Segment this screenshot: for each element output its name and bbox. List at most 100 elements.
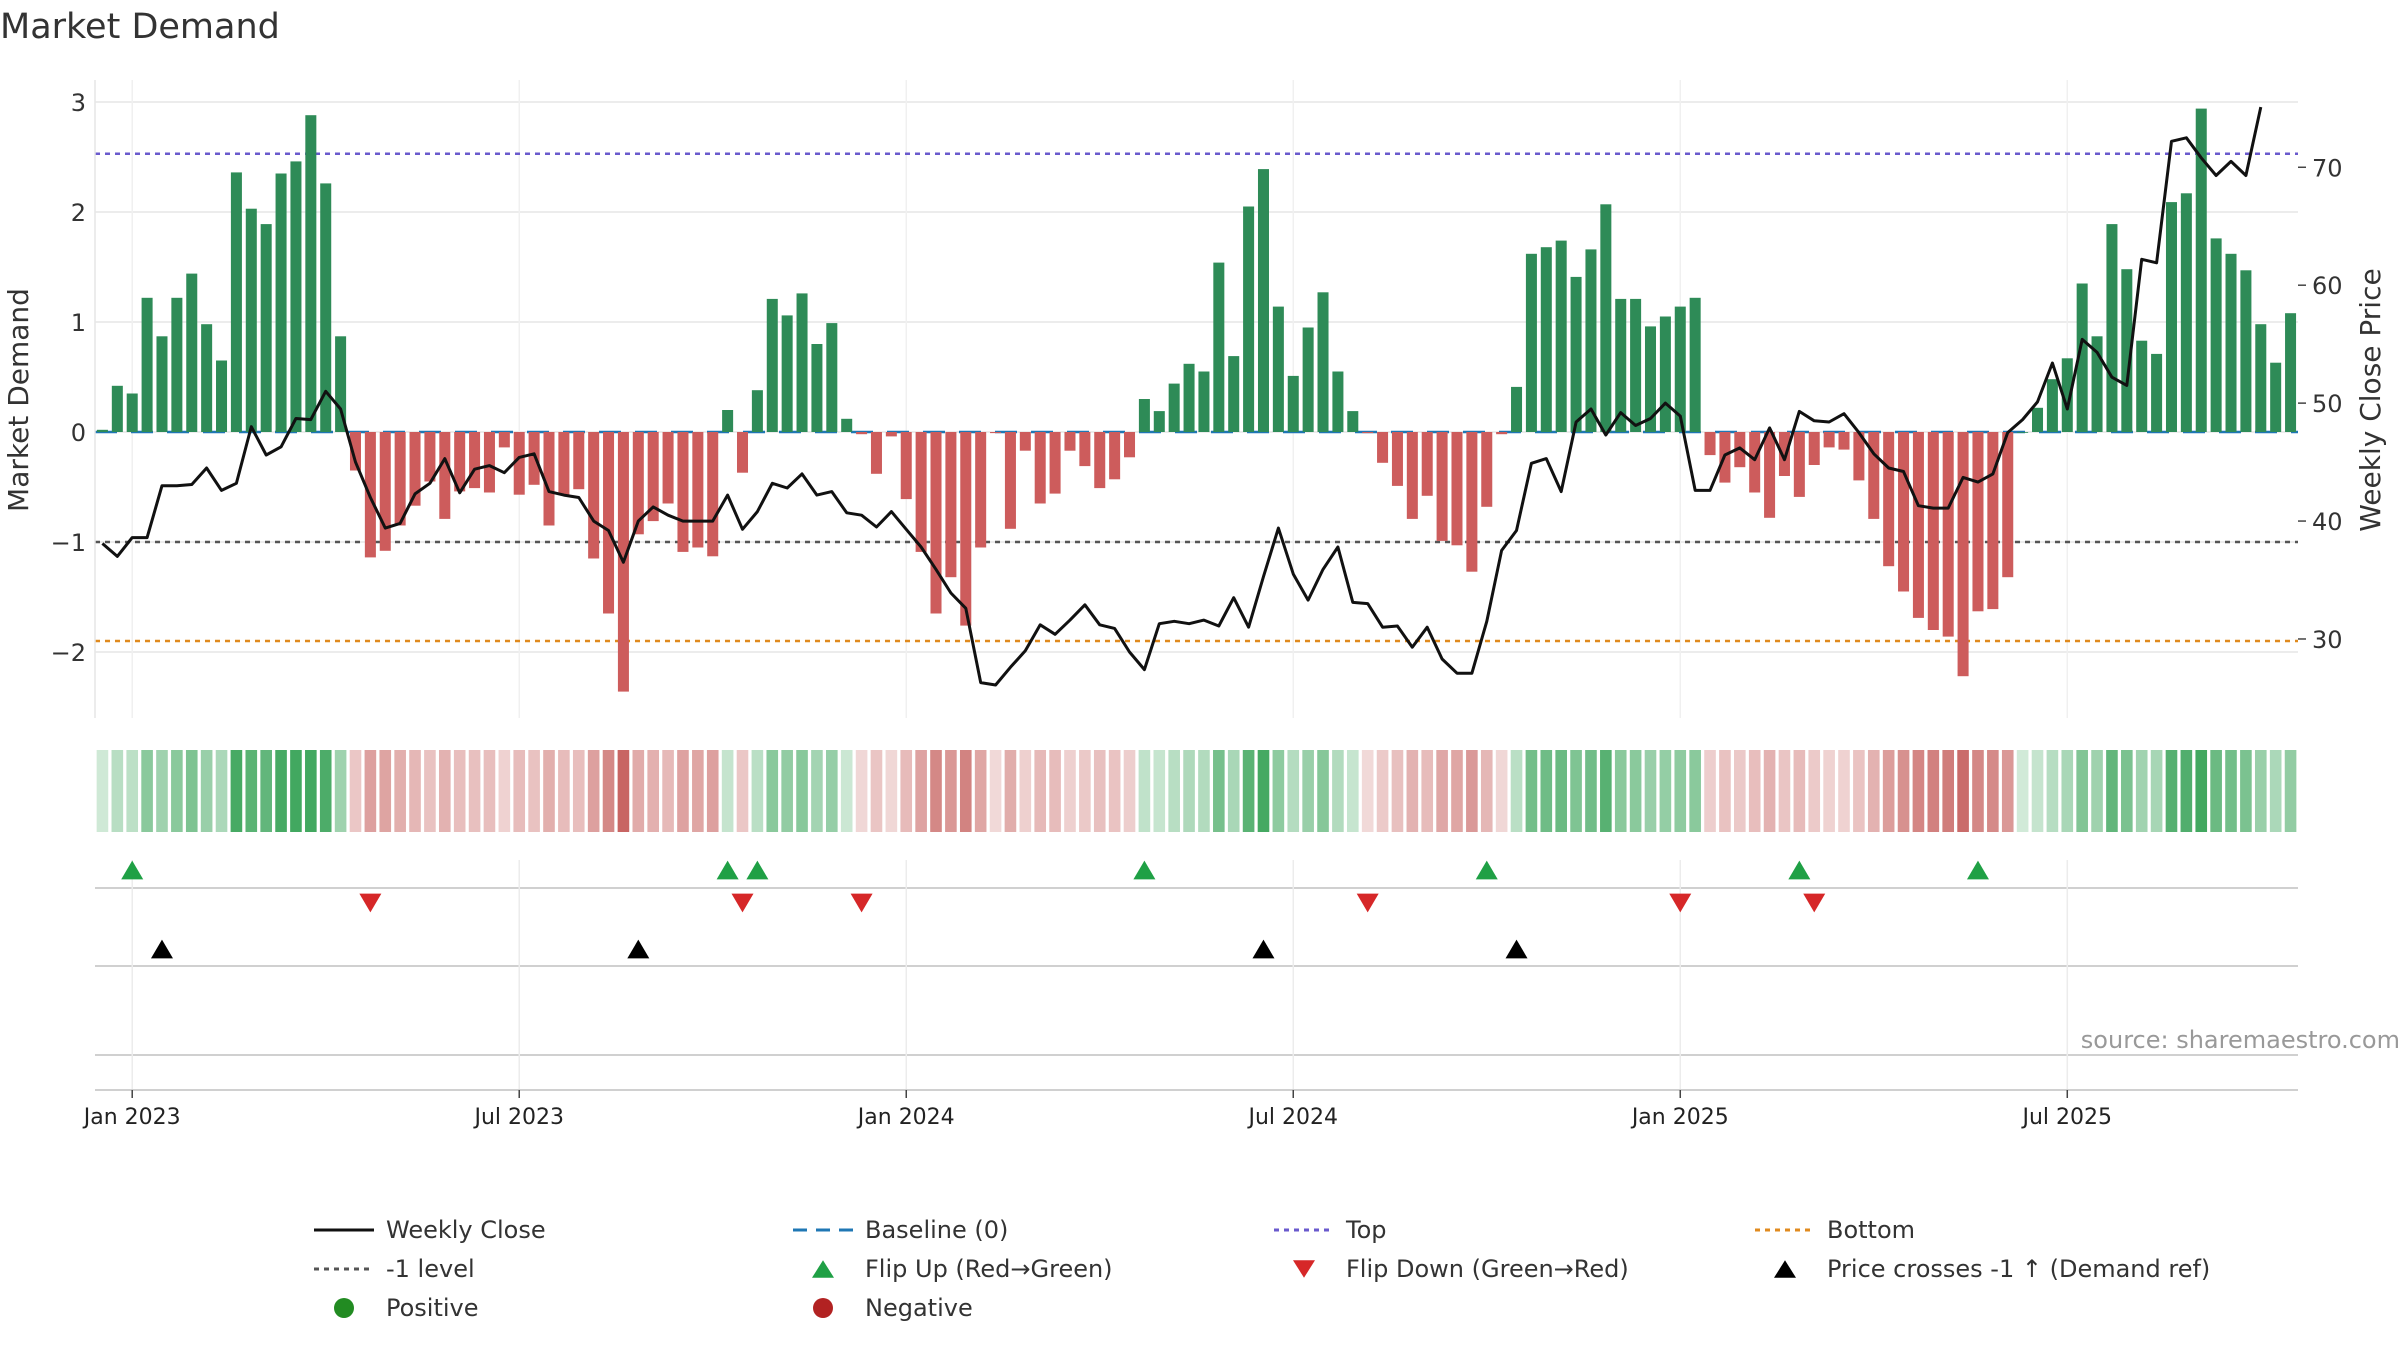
heat-cell: [1183, 750, 1195, 832]
heat-cell: [2106, 750, 2118, 832]
legend-label: Flip Up (Red→Green): [865, 1255, 1113, 1283]
demand-bar: [751, 390, 763, 432]
demand-bar: [1451, 432, 1463, 546]
demand-bar: [275, 173, 287, 432]
heat-cell: [156, 750, 168, 832]
heat-cell: [706, 750, 719, 832]
heat-cell: [1778, 750, 1791, 832]
heat-cell: [409, 750, 421, 832]
heat-cell: [111, 750, 124, 832]
demand-bar: [1853, 432, 1865, 481]
heat-cell: [2076, 750, 2088, 832]
heat-cell: [2284, 750, 2297, 832]
demand-bar: [2032, 407, 2044, 432]
heat-cell: [1436, 750, 1448, 832]
demand-bar: [1838, 432, 1850, 450]
heat-cell: [453, 750, 466, 832]
demand-bar: [111, 385, 123, 432]
heat-cell: [692, 750, 704, 832]
heat-cell: [1972, 750, 1984, 832]
heat-cell: [1987, 750, 1999, 832]
demand-bar: [1823, 432, 1835, 448]
demand-bar: [1615, 298, 1627, 432]
demand-bar: [1153, 411, 1165, 432]
heat-cell: [900, 750, 913, 832]
demand-bar: [826, 323, 838, 432]
legend-label: Flip Down (Green→Red): [1346, 1255, 1629, 1283]
demand-bar: [647, 432, 659, 522]
legend-label: Weekly Close: [386, 1216, 546, 1244]
heat-cell: [677, 750, 689, 832]
demand-bar: [722, 410, 734, 432]
heat-cell: [989, 750, 1002, 832]
demand-bar: [1764, 432, 1776, 518]
demand-bar: [885, 432, 897, 437]
heat-cell: [1034, 750, 1047, 832]
heat-cell: [930, 750, 942, 832]
legend-label: Positive: [386, 1294, 479, 1322]
heat-cell: [1629, 750, 1642, 832]
legend-swatch: [334, 1298, 354, 1318]
demand-bar: [2165, 202, 2177, 432]
demand-bar: [1942, 432, 1954, 637]
demand-bar: [1689, 297, 1701, 432]
y-left-tick-label: −1: [51, 529, 86, 557]
y-left-tick-label: 0: [71, 419, 86, 447]
demand-bar: [1183, 363, 1195, 432]
heat-cell: [1823, 750, 1835, 832]
heat-cell: [319, 750, 332, 832]
heat-cell: [1138, 750, 1151, 832]
demand-bar: [1064, 432, 1076, 451]
legend-label: Baseline (0): [865, 1216, 1008, 1244]
x-tick-label: Jul 2024: [1246, 1105, 1338, 1130]
legend-label: Negative: [865, 1294, 973, 1322]
demand-bar: [483, 432, 495, 493]
heat-cell: [1927, 750, 1940, 832]
y-right-tick-label: 60: [2312, 272, 2343, 300]
heat-cell: [751, 750, 764, 832]
heat-cell: [1004, 750, 1017, 832]
demand-bar: [1213, 262, 1225, 432]
heat-cell: [572, 750, 585, 832]
demand-bar: [1124, 432, 1136, 458]
y-left-tick-label: −2: [51, 639, 86, 667]
flip-up-marker: [746, 860, 769, 880]
heat-cell: [96, 750, 109, 832]
demand-bar: [2106, 224, 2118, 432]
heat-cell: [1495, 750, 1508, 832]
demand-bar: [1317, 292, 1329, 432]
demand-bar: [1243, 206, 1255, 432]
demand-bar: [439, 432, 451, 519]
chart-title: Market Demand: [0, 7, 280, 47]
heat-cell: [1064, 750, 1076, 832]
demand-bar: [2017, 432, 2029, 433]
heat-cell: [483, 750, 496, 832]
heat-cell: [1391, 750, 1404, 832]
flip-down-marker: [850, 893, 873, 913]
demand-bar: [528, 432, 540, 485]
flip-up-marker: [1788, 860, 1811, 880]
heat-cell: [1272, 750, 1285, 832]
heat-cell: [1019, 750, 1032, 832]
demand-bar: [900, 432, 912, 500]
demand-bar: [2285, 313, 2297, 432]
heat-cell: [1867, 750, 1880, 832]
legend-label: -1 level: [386, 1255, 475, 1283]
demand-bar: [1883, 432, 1895, 567]
heat-cell: [721, 750, 734, 832]
heat-cell: [1793, 750, 1806, 832]
demand-bar: [1511, 386, 1523, 432]
heat-cell: [796, 750, 808, 832]
demand-bar: [1749, 432, 1761, 493]
heat-cell: [1614, 750, 1627, 832]
y-left-tick-label: 1: [71, 309, 86, 337]
heat-cell: [1555, 750, 1567, 832]
heat-cell: [558, 750, 570, 832]
heat-cell: [870, 750, 883, 832]
heat-cell: [1942, 750, 1955, 832]
x-axis: Jan 2023 Jul 2023 Jan 2024 Jul 2024 Jan 2025…: [82, 1090, 2112, 1130]
y-right-tick-label: 70: [2312, 154, 2343, 182]
demand-bar: [186, 273, 198, 432]
y-right-axis-label: Weekly Close Price: [2354, 268, 2387, 531]
heat-cell: [2269, 750, 2282, 832]
